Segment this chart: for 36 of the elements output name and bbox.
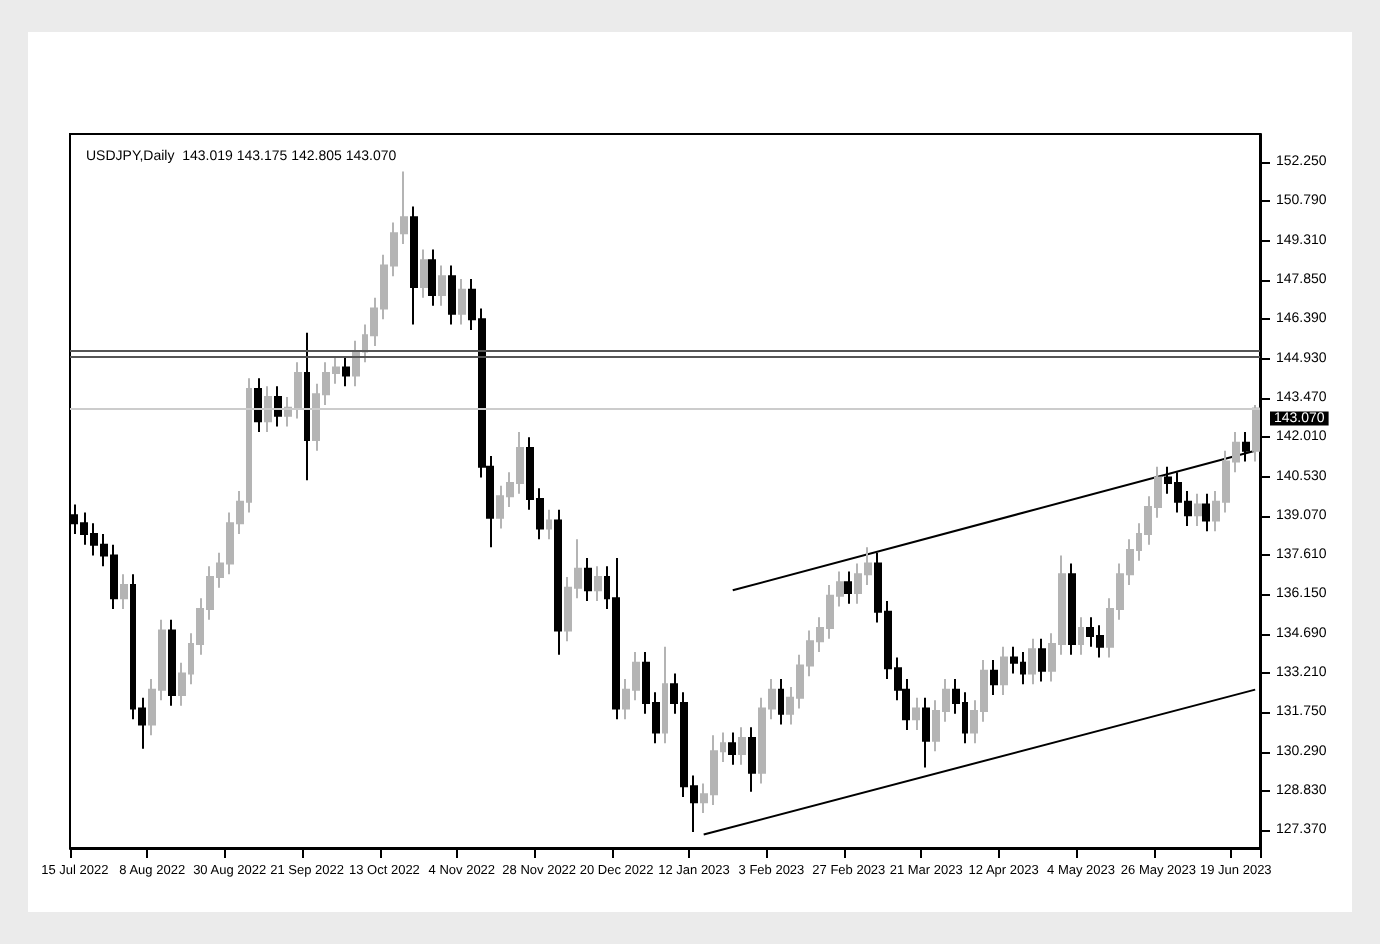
candlestick xyxy=(778,677,784,726)
candlestick xyxy=(728,731,736,766)
candlestick xyxy=(1068,562,1076,656)
candlestick xyxy=(748,726,756,793)
candlestick xyxy=(612,557,620,721)
candlestick xyxy=(1252,404,1260,463)
candlestick xyxy=(120,573,128,611)
candlestick xyxy=(254,377,262,433)
candlestick xyxy=(1078,616,1084,656)
candlestick xyxy=(546,508,552,541)
candlestick xyxy=(420,248,428,299)
candlestick xyxy=(1028,637,1036,686)
candlestick xyxy=(922,696,930,769)
candlestick xyxy=(594,565,602,603)
candlestick xyxy=(912,696,920,731)
candlestick xyxy=(1194,492,1202,527)
candlestick xyxy=(304,331,310,482)
candlestick xyxy=(662,645,668,745)
candlestick xyxy=(1202,492,1210,533)
candlestick xyxy=(448,264,456,326)
candlestick xyxy=(274,385,282,428)
candlestick xyxy=(410,205,418,326)
candlestick xyxy=(438,264,446,307)
candlestick xyxy=(458,277,466,326)
candlestick xyxy=(1000,645,1008,696)
candlestick xyxy=(1038,637,1046,683)
candlestick xyxy=(584,557,592,603)
candlestick xyxy=(342,355,350,388)
candlestick xyxy=(264,385,272,433)
candlestick xyxy=(554,508,562,656)
candlestick xyxy=(428,248,436,307)
candlestick xyxy=(990,659,998,696)
candlestick xyxy=(738,726,746,766)
candlestick xyxy=(352,339,360,388)
candlestick xyxy=(168,618,176,707)
candlestick xyxy=(844,570,852,605)
